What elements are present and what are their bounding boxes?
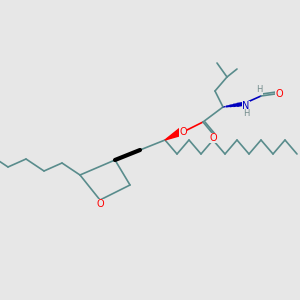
Text: O: O [275,89,283,99]
Text: H: H [256,85,262,94]
Text: N: N [242,101,250,111]
Text: O: O [209,133,217,143]
Polygon shape [165,128,186,140]
Text: H: H [243,110,249,118]
Text: O: O [179,127,187,137]
Text: O: O [96,199,104,209]
